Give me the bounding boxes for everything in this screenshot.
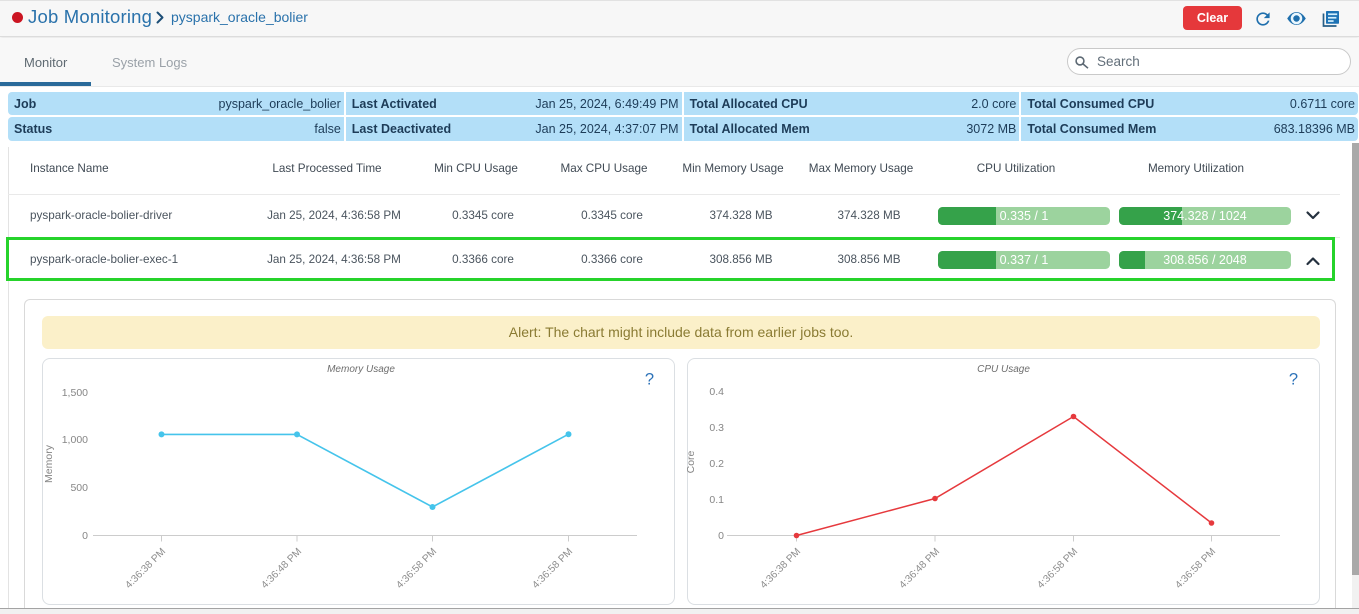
svg-text:4:36:58 PM: 4:36:58 PM [530,546,575,591]
svg-text:1,000: 1,000 [62,434,88,446]
svg-text:4:36:48 PM: 4:36:48 PM [897,546,942,591]
svg-text:0.4: 0.4 [709,386,724,398]
svg-text:?: ? [1289,371,1298,389]
svg-text:1,500: 1,500 [62,387,88,399]
svg-text:4:36:48 PM: 4:36:48 PM [259,546,304,591]
svg-text:Memory Usage: Memory Usage [327,364,395,375]
svg-text:Memory: Memory [43,444,55,483]
svg-text:0: 0 [82,530,88,542]
svg-text:Core: Core [685,450,697,473]
svg-text:0.2: 0.2 [709,458,724,470]
svg-text:?: ? [645,371,654,389]
svg-text:0.1: 0.1 [709,494,724,506]
svg-text:CPU Usage: CPU Usage [977,364,1030,375]
svg-text:0: 0 [718,530,724,542]
svg-text:4:36:58 PM: 4:36:58 PM [394,546,439,591]
svg-text:0.3: 0.3 [709,422,724,434]
svg-text:4:36:58 PM: 4:36:58 PM [1035,546,1080,591]
svg-text:4:36:58 PM: 4:36:58 PM [1173,546,1218,591]
svg-text:500: 500 [70,482,88,494]
svg-text:4:36:38 PM: 4:36:38 PM [758,546,803,591]
svg-text:4:36:38 PM: 4:36:38 PM [123,546,168,591]
